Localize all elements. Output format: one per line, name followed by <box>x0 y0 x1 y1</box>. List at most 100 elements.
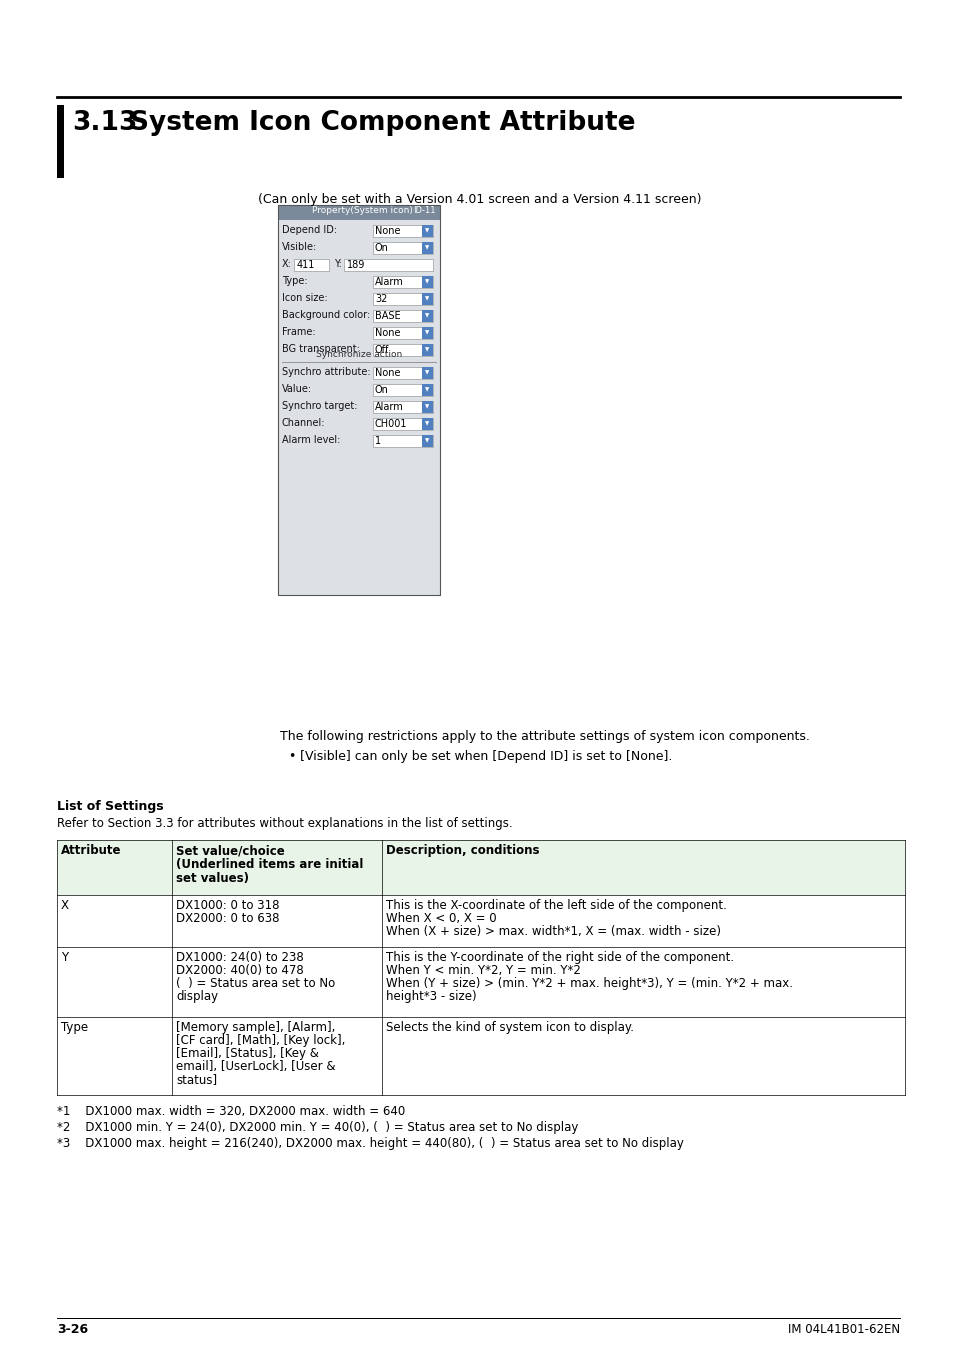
Text: System Icon Component Attribute: System Icon Component Attribute <box>130 109 635 136</box>
Bar <box>57 895 904 946</box>
Text: Synchro attribute:: Synchro attribute: <box>282 367 370 377</box>
Text: 1: 1 <box>375 436 381 446</box>
Text: 3.13: 3.13 <box>71 109 137 136</box>
Text: •: • <box>288 751 295 763</box>
Text: *1    DX1000 max. width = 320, DX2000 max. width = 640: *1 DX1000 max. width = 320, DX2000 max. … <box>57 1106 405 1118</box>
Text: Property(System icon): Property(System icon) <box>312 207 413 215</box>
Text: 189: 189 <box>347 261 365 270</box>
Bar <box>421 418 433 431</box>
Text: When (X + size) > max. width*1, X = (max. width - size): When (X + size) > max. width*1, X = (max… <box>386 925 720 938</box>
Bar <box>373 435 433 447</box>
Bar <box>421 367 433 379</box>
Text: List of Settings: List of Settings <box>57 801 164 813</box>
Bar <box>57 105 64 178</box>
Text: None: None <box>375 369 400 378</box>
Text: ▼: ▼ <box>424 331 429 336</box>
Bar <box>421 310 433 323</box>
Bar <box>421 435 433 447</box>
Bar <box>421 401 433 413</box>
Bar <box>277 205 439 220</box>
Text: 411: 411 <box>296 261 315 270</box>
Bar <box>373 310 433 323</box>
Text: When X < 0, X = 0: When X < 0, X = 0 <box>386 913 497 925</box>
Bar <box>277 205 439 595</box>
Bar <box>373 225 433 238</box>
Text: DX2000: 40(0) to 478: DX2000: 40(0) to 478 <box>175 964 303 977</box>
Text: Attribute: Attribute <box>61 844 121 857</box>
Text: display: display <box>175 990 218 1003</box>
Text: Y: Y <box>61 950 68 964</box>
Text: [CF card], [Math], [Key lock],: [CF card], [Math], [Key lock], <box>175 1034 345 1048</box>
Text: ▼: ▼ <box>424 421 429 427</box>
Text: ▼: ▼ <box>424 347 429 352</box>
Text: BASE: BASE <box>375 310 400 321</box>
Text: This is the X-coordinate of the left side of the component.: This is the X-coordinate of the left sid… <box>386 899 726 913</box>
Text: Alarm: Alarm <box>375 277 403 288</box>
Text: DX1000: 24(0) to 238: DX1000: 24(0) to 238 <box>175 950 303 964</box>
Text: X:: X: <box>282 259 292 269</box>
Bar <box>373 401 433 413</box>
Bar <box>421 327 433 339</box>
Text: ID-11: ID-11 <box>413 207 436 215</box>
Text: Description, conditions: Description, conditions <box>386 844 539 857</box>
Text: Depend ID:: Depend ID: <box>282 225 336 235</box>
Bar <box>57 946 904 1017</box>
Text: Off: Off <box>375 346 389 355</box>
Bar <box>373 418 433 431</box>
Text: (  ) = Status area set to No: ( ) = Status area set to No <box>175 977 335 990</box>
Text: Type:: Type: <box>282 275 307 286</box>
Bar <box>421 275 433 288</box>
Text: email], [UserLock], [User &: email], [UserLock], [User & <box>175 1060 335 1073</box>
Text: ▼: ▼ <box>424 228 429 234</box>
Text: When (Y + size) > (min. Y*2 + max. height*3), Y = (min. Y*2 + max.: When (Y + size) > (min. Y*2 + max. heigh… <box>386 977 792 990</box>
Text: Refer to Section 3.3 for attributes without explanations in the list of settings: Refer to Section 3.3 for attributes with… <box>57 817 512 830</box>
Text: Icon size:: Icon size: <box>282 293 327 302</box>
Bar <box>344 259 433 271</box>
Text: BG transparent:: BG transparent: <box>282 344 359 354</box>
Text: DX1000: 0 to 318: DX1000: 0 to 318 <box>175 899 279 913</box>
Bar <box>277 220 439 595</box>
Text: ▼: ▼ <box>424 370 429 375</box>
Text: set values): set values) <box>175 872 249 886</box>
Text: [Email], [Status], [Key &: [Email], [Status], [Key & <box>175 1048 318 1060</box>
Text: When Y < min. Y*2, Y = min. Y*2: When Y < min. Y*2, Y = min. Y*2 <box>386 964 580 977</box>
Text: DX2000: 0 to 638: DX2000: 0 to 638 <box>175 913 279 925</box>
Text: *3    DX1000 max. height = 216(240), DX2000 max. height = 440(80), (  ) = Status: *3 DX1000 max. height = 216(240), DX2000… <box>57 1137 683 1150</box>
Text: Frame:: Frame: <box>282 327 315 338</box>
Bar <box>373 327 433 339</box>
Text: [Memory sample], [Alarm],: [Memory sample], [Alarm], <box>175 1021 335 1034</box>
Text: ▼: ▼ <box>424 297 429 301</box>
Text: (Underlined items are initial: (Underlined items are initial <box>175 859 363 871</box>
Text: The following restrictions apply to the attribute settings of system icon compon: The following restrictions apply to the … <box>280 730 809 742</box>
Text: Synchronize action: Synchronize action <box>315 350 402 359</box>
Text: ▼: ▼ <box>424 279 429 285</box>
Text: Alarm: Alarm <box>375 402 403 412</box>
Text: Value:: Value: <box>282 383 312 394</box>
Text: Type: Type <box>61 1021 88 1034</box>
Text: Channel:: Channel: <box>282 418 325 428</box>
Text: On: On <box>375 385 389 396</box>
Text: [Visible] can only be set when [Depend ID] is set to [None].: [Visible] can only be set when [Depend I… <box>299 751 672 763</box>
Text: Visible:: Visible: <box>282 242 317 252</box>
Bar <box>373 275 433 288</box>
Bar <box>373 242 433 254</box>
Text: Alarm level:: Alarm level: <box>282 435 340 446</box>
Text: status]: status] <box>175 1073 217 1085</box>
Bar <box>421 225 433 238</box>
Bar <box>373 344 433 356</box>
Text: None: None <box>375 328 400 338</box>
Text: 32: 32 <box>375 294 387 304</box>
Text: On: On <box>375 243 389 252</box>
Text: ▼: ▼ <box>424 405 429 409</box>
Bar <box>373 383 433 396</box>
Text: *2    DX1000 min. Y = 24(0), DX2000 min. Y = 40(0), (  ) = Status area set to No: *2 DX1000 min. Y = 24(0), DX2000 min. Y … <box>57 1120 578 1134</box>
Text: IM 04L41B01-62EN: IM 04L41B01-62EN <box>787 1323 899 1336</box>
Bar <box>421 344 433 356</box>
Text: ▼: ▼ <box>424 439 429 444</box>
Bar <box>373 293 433 305</box>
Text: (Can only be set with a Version 4.01 screen and a Version 4.11 screen): (Can only be set with a Version 4.01 scr… <box>258 193 701 207</box>
Bar <box>421 383 433 396</box>
Text: CH001: CH001 <box>375 418 407 429</box>
Text: Y:: Y: <box>334 259 341 269</box>
Text: Background color:: Background color: <box>282 310 370 320</box>
